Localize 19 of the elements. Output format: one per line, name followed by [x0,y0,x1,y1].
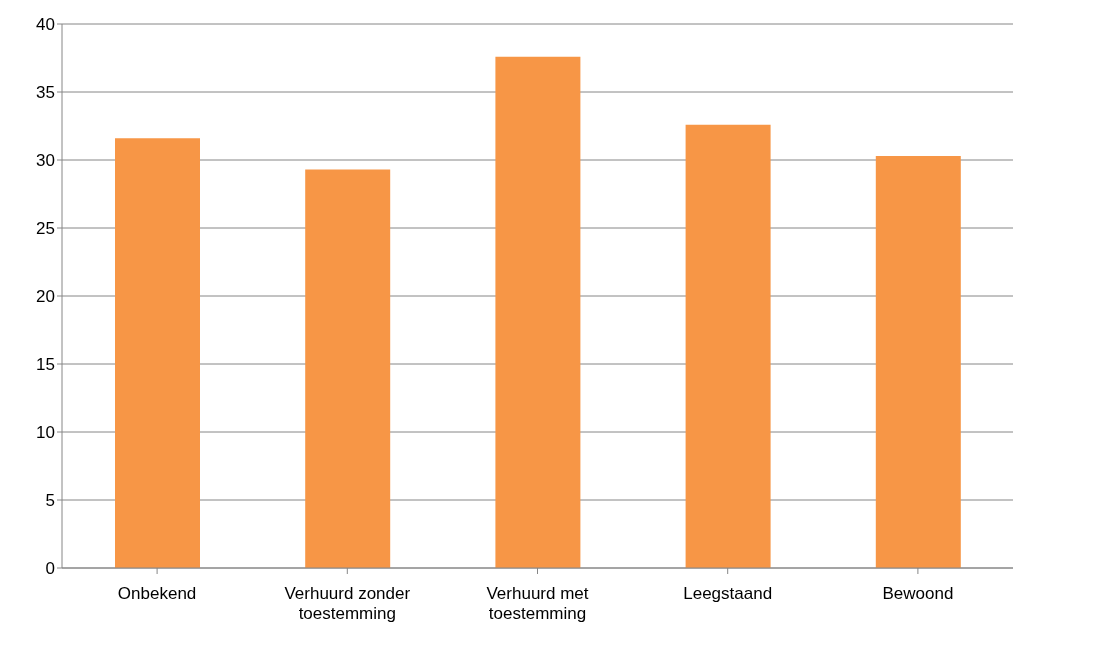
y-tick-label: 25 [36,219,55,239]
y-tick-label: 5 [45,491,55,511]
y-tick-label: 20 [36,287,55,307]
y-tick-label: 15 [36,355,55,375]
y-tick-label: 0 [45,559,55,579]
x-tick-label: Verhuurd zonder toestemming [284,584,411,623]
y-tick-label: 40 [36,15,55,35]
y-tick-label: 30 [36,151,55,171]
y-tick-label: 35 [36,83,55,103]
bar [115,138,200,568]
bar [685,124,771,568]
x-tick-label: Onbekend [117,584,197,604]
y-tick-label: 10 [36,423,55,443]
bar [305,169,391,568]
bar [875,155,961,568]
x-tick-label: Leegstaand [683,584,773,604]
x-tick-label: Bewoond [882,584,954,604]
x-tick-label: Verhuurd met toestemming [486,584,589,623]
bar [495,56,581,568]
